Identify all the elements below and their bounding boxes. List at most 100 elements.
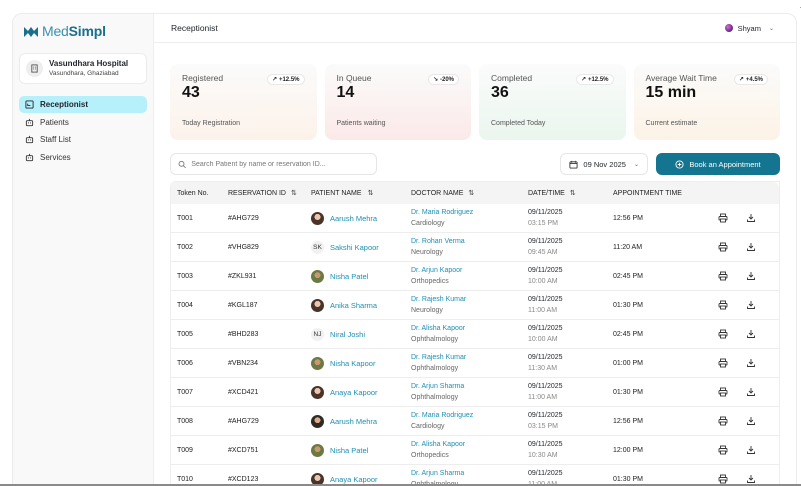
sort-icon[interactable]: ⇅ [367, 190, 374, 197]
header-patient-name[interactable]: PATIENT NAME ⇅ [311, 189, 374, 198]
patient-name-link[interactable]: Anika Sharma [330, 300, 378, 310]
print-icon[interactable] [717, 444, 729, 456]
patient-name-link[interactable]: Aarush Mehra [330, 416, 378, 426]
table-row[interactable]: T010 #XCD123 Anaya Kapoor Dr. Arjun Shar… [171, 465, 779, 486]
patient-name-link[interactable]: Anaya Kapoor [330, 387, 378, 397]
doctor-name-link[interactable]: Dr. Arjun Sharma [411, 469, 465, 477]
sort-icon[interactable]: ⇅ [290, 190, 297, 197]
download-icon[interactable] [745, 241, 757, 253]
sort-icon[interactable]: ⇅ [569, 190, 576, 197]
table-row[interactable]: T008 #AHG729 Aarush Mehra Dr. Maria Rodr… [171, 407, 779, 436]
medsimpl-logo-icon [24, 26, 38, 37]
trend-badge: ↗ +4.5% [733, 74, 768, 85]
row-actions [717, 299, 757, 311]
patient-name-link[interactable]: Niral Joshi [330, 329, 366, 339]
avatar: NJ [311, 327, 324, 341]
user-menu[interactable]: Shyam ⌄ [724, 24, 774, 33]
download-icon[interactable] [745, 415, 757, 427]
sidebar-item-staff-list[interactable]: Staff List [19, 131, 147, 148]
doctor-specialty: Neurology [411, 306, 443, 314]
patient-name-link[interactable]: Nisha Kapoor [330, 358, 376, 368]
sidebar-item-patients[interactable]: Patients [19, 114, 147, 131]
doctor-name-link[interactable]: Dr. Maria Rodriguez [411, 411, 474, 419]
table-row[interactable]: T003 #ZKL931 Nisha Patel Dr. Arjun Kapoo… [171, 262, 779, 291]
patient-name-link[interactable]: Anaya Kapoor [330, 474, 378, 484]
print-icon[interactable] [717, 357, 729, 369]
sidebar-nav: Receptionist Patients Staff List Service… [19, 96, 147, 166]
sort-icon[interactable]: ⇅ [468, 190, 475, 197]
date: 09/11/2025 [528, 324, 563, 332]
doctor-name-link[interactable]: Dr. Rajesh Kumar [411, 353, 467, 361]
table-row[interactable]: T001 #AHG729 Aarush Mehra Dr. Maria Rodr… [171, 204, 779, 233]
download-icon[interactable] [745, 444, 757, 456]
token-number: T006 [177, 359, 193, 367]
doctor-name-link[interactable]: Dr. Alisha Kapoor [411, 440, 466, 448]
doctor-cell: Dr. Arjun Sharma Ophthalmology [411, 469, 528, 486]
row-actions [717, 444, 757, 456]
time: 03:15 PM [528, 422, 558, 430]
patient-name-link[interactable]: Nisha Patel [330, 445, 369, 455]
doctor-name-link[interactable]: Dr. Arjun Sharma [411, 382, 465, 390]
sidebar-item-services[interactable]: Services [19, 149, 147, 166]
hospital-selector[interactable]: Vasundhara Hospital Vasundhara, Ghaziaba… [19, 53, 147, 84]
patient-name-link[interactable]: Aarush Mehra [330, 213, 378, 223]
download-icon[interactable] [745, 357, 757, 369]
print-icon[interactable] [717, 212, 729, 224]
print-icon[interactable] [717, 473, 729, 485]
doctor-cell: Dr. Rohan Verma Neurology [411, 237, 528, 258]
sidebar-item-receptionist[interactable]: Receptionist [19, 96, 147, 113]
patient-name-link[interactable]: Sakshi Kapoor [330, 242, 379, 252]
doctor-name-link[interactable]: Dr. Rohan Verma [411, 237, 465, 245]
download-icon[interactable] [745, 212, 757, 224]
book-appointment-button[interactable]: Book an Appointment [656, 153, 780, 175]
doctor-cell: Dr. Arjun Kapoor Orthopedics [411, 266, 528, 287]
doctor-cell: Dr. Alisha Kapoor Ophthalmology [411, 324, 528, 345]
doctor-name-link[interactable]: Dr. Arjun Kapoor [411, 266, 463, 274]
patient-name-link[interactable]: Nisha Patel [330, 271, 369, 281]
date-time-cell: 09/11/2025 11:00 AM [528, 469, 613, 486]
doctor-name-link[interactable]: Dr. Rajesh Kumar [411, 295, 467, 303]
download-icon[interactable] [745, 270, 757, 282]
doctor-name-link[interactable]: Dr. Alisha Kapoor [411, 324, 466, 332]
top-bar: Receptionist Shyam ⌄ [154, 14, 796, 43]
header-reservation-id[interactable]: RESERVATION ID ⇅ [228, 189, 297, 198]
search-box[interactable] [170, 153, 377, 175]
download-icon[interactable] [745, 328, 757, 340]
table-row[interactable]: T007 #XCD421 Anaya Kapoor Dr. Arjun Shar… [171, 378, 779, 407]
time: 10:00 AM [528, 335, 558, 343]
date-picker[interactable]: 09 Nov 2025 ⌄ [560, 153, 648, 175]
brand-logo[interactable]: MedSimpl [23, 21, 147, 41]
avatar [311, 414, 324, 428]
print-icon[interactable] [717, 241, 729, 253]
stat-card-in-queue: In Queue 14 ↘ -20% Patients waiting [324, 64, 471, 140]
stat-value: 36 [491, 84, 509, 101]
avatar [311, 356, 324, 370]
chevron-down-icon: ⌄ [633, 161, 639, 168]
table-row[interactable]: T004 #KGL187 Anika Sharma Dr. Rajesh Kum… [171, 291, 779, 320]
header-doctor-name[interactable]: DOCTOR NAME ⇅ [411, 189, 475, 198]
table-row[interactable]: T009 #XCD751 Nisha Patel Dr. Alisha Kapo… [171, 436, 779, 465]
search-input[interactable] [191, 160, 369, 168]
trend-up-icon: ↗ [271, 77, 277, 83]
download-icon[interactable] [745, 473, 757, 485]
stat-card-registered: Registered 43 ↗ +12.5% Today Registration [170, 64, 317, 140]
print-icon[interactable] [717, 299, 729, 311]
appointment-time: 01:30 PM [613, 301, 643, 309]
table-row[interactable]: T006 #VBN234 Nisha Kapoor Dr. Rajesh Kum… [171, 349, 779, 378]
reservation-id: #KGL187 [228, 301, 258, 309]
token-number: T003 [177, 272, 193, 280]
print-icon[interactable] [717, 386, 729, 398]
table-row[interactable]: T005 #BHD283 NJ Niral Joshi Dr. Alisha K… [171, 320, 779, 349]
header-date-time[interactable]: DATE/TIME ⇅ [528, 189, 576, 198]
table-row[interactable]: T002 #VHG829 SK Sakshi Kapoor Dr. Rohan … [171, 233, 779, 262]
print-icon[interactable] [717, 415, 729, 427]
download-icon[interactable] [745, 386, 757, 398]
doctor-name-link[interactable]: Dr. Maria Rodriguez [411, 208, 474, 216]
download-icon[interactable] [745, 299, 757, 311]
avatar [311, 298, 324, 312]
date: 09/11/2025 [528, 266, 563, 274]
doctor-specialty: Ophthalmology [411, 364, 459, 372]
print-icon[interactable] [717, 328, 729, 340]
stat-value: 43 [182, 84, 200, 101]
print-icon[interactable] [717, 270, 729, 282]
